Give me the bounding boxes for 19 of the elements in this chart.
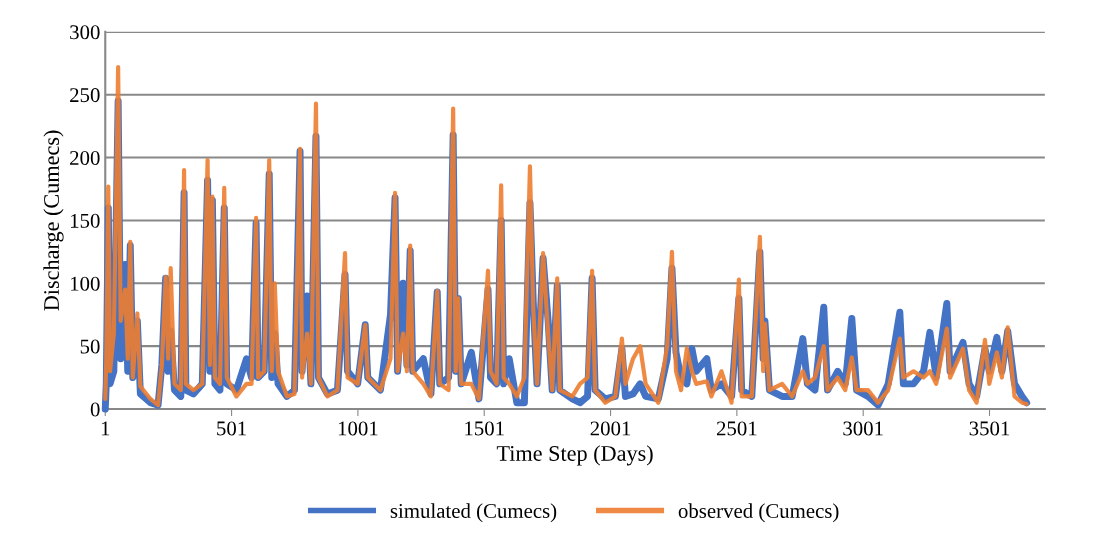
x-tick-label: 2001 [590,421,631,436]
y-axis-title: Discharge (Cumecs) [43,130,64,311]
legend-label: simulated (Cumecs) [390,503,557,523]
y-tick-label: 50 [80,339,100,354]
x-tick-label: 2501 [716,421,757,436]
x-tick-label: 501 [217,421,246,436]
legend-label: observed (Cumecs) [678,503,839,523]
x-tick-label: 1001 [338,421,378,436]
y-tick-label: 150 [70,213,100,228]
x-tick-label: 1501 [465,421,504,436]
x-tick-label: 3501 [969,421,1010,436]
x-tick-label: 1 [101,421,110,436]
y-tick-label: 250 [70,88,100,103]
y-tick-label: 300 [70,25,100,40]
x-axis-title: Time Step (Days) [496,445,653,466]
y-tick-label: 100 [70,276,100,291]
y-tick-label: 200 [70,150,100,165]
y-tick-label: 0 [90,402,100,417]
x-tick-label: 3001 [843,421,883,436]
